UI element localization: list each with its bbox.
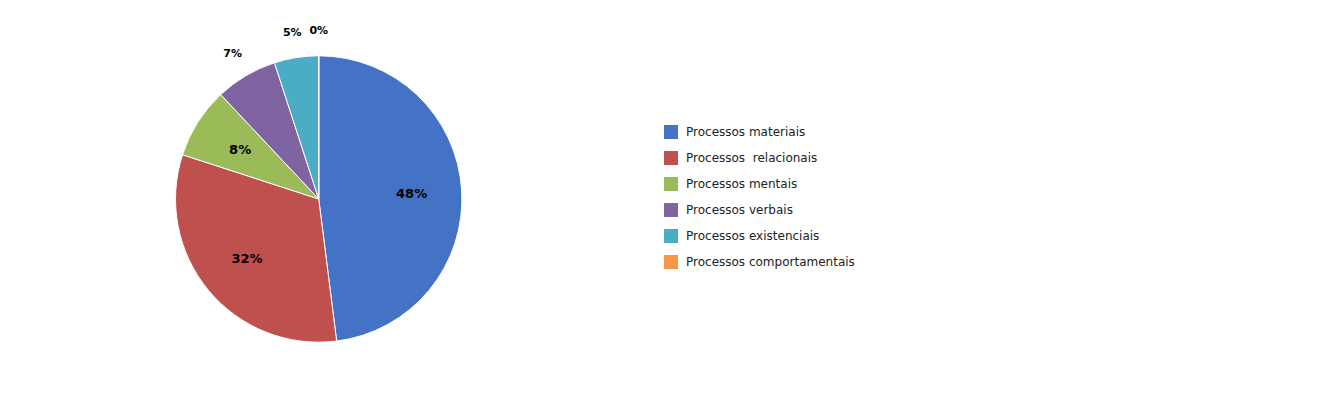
legend-item: Processos comportamentais	[664, 255, 855, 269]
legend-label: Processos existenciais	[686, 229, 819, 243]
legend: Processos materiais Processos relacionais…	[664, 125, 855, 269]
legend-label: Processos verbais	[686, 203, 793, 217]
legend-swatch	[664, 203, 678, 217]
legend-swatch	[664, 177, 678, 191]
pie	[176, 56, 462, 342]
data-label: 8%	[229, 142, 251, 157]
pie-slice	[318, 56, 319, 199]
legend-swatch	[664, 229, 678, 243]
legend-label: Processos mentais	[686, 177, 797, 191]
legend-swatch	[664, 151, 678, 165]
legend-item: Processos relacionais	[664, 151, 817, 165]
legend-item: Processos verbais	[664, 203, 793, 217]
legend-label: Processos materiais	[686, 125, 805, 139]
data-label: 0%	[309, 24, 328, 37]
data-labels: 48% 32% 8% 7% 5% 0%	[223, 24, 427, 266]
chart-root: 48%32%8%7%5%0%Processos materiaisProcess…	[0, 0, 1328, 398]
legend-item: Processos mentais	[664, 177, 797, 191]
pie-slice	[274, 56, 318, 199]
legend-item: Processos materiais	[664, 125, 805, 139]
legend-swatch	[664, 125, 678, 139]
data-label: 5%	[283, 26, 302, 39]
data-label: 48%	[396, 186, 427, 201]
pie-slice	[319, 56, 462, 341]
legend-item: Processos existenciais	[664, 229, 819, 243]
legend-label: Processos comportamentais	[686, 255, 855, 269]
data-label: 7%	[223, 47, 242, 60]
legend-label: Processos relacionais	[686, 151, 817, 165]
data-label: 32%	[231, 251, 262, 266]
legend-swatch	[664, 255, 678, 269]
